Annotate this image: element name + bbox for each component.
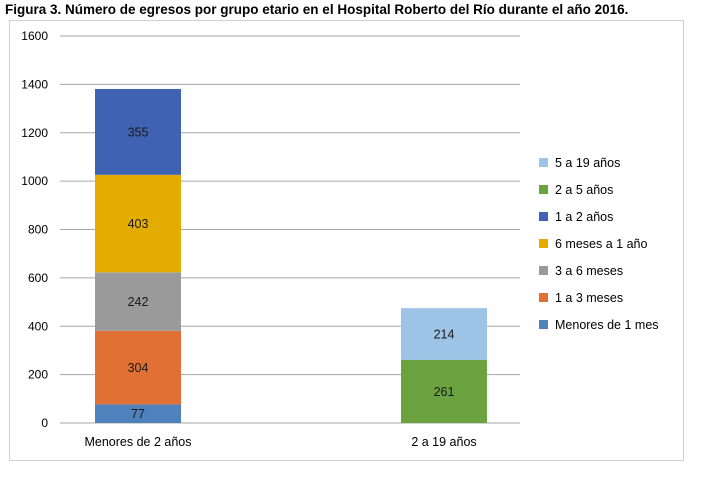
- data-label: 261: [434, 385, 455, 399]
- data-label: 403: [128, 217, 149, 231]
- legend: 5 a 19 años 2 a 5 años 1 a 2 años 6 meses a…: [539, 149, 659, 338]
- legend-item: 1 a 2 años: [539, 203, 659, 230]
- y-tick-label: 200: [28, 368, 48, 382]
- legend-label: 2 a 5 años: [555, 182, 614, 197]
- legend-swatch: [539, 212, 548, 221]
- legend-label: Menores de 1 mes: [555, 317, 659, 332]
- data-label: 77: [131, 407, 145, 421]
- legend-label: 1 a 3 meses: [555, 290, 624, 305]
- data-label: 242: [128, 295, 149, 309]
- y-tick-label: 400: [28, 319, 48, 333]
- bar-segment: [401, 359, 487, 423]
- legend-label: 6 meses a 1 año: [555, 236, 648, 251]
- y-tick-label: 800: [28, 223, 48, 237]
- legend-item: 3 a 6 meses: [539, 257, 659, 284]
- legend-item: 6 meses a 1 año: [539, 230, 659, 257]
- y-tick-label: 1200: [21, 126, 48, 140]
- bar-segment: [95, 88, 181, 175]
- legend-item: 1 a 3 meses: [539, 284, 659, 311]
- y-axis-tick-labels: 0 200 400 600 800 1000 1200 1400 1600: [21, 29, 48, 430]
- legend-label: 5 a 19 años: [555, 155, 621, 170]
- legend-swatch: [539, 185, 548, 194]
- legend-swatch: [539, 158, 548, 167]
- y-tick-label: 0: [41, 416, 48, 430]
- bar-segment: [95, 404, 181, 423]
- x-tick-label: Menores de 2 años: [84, 435, 191, 449]
- legend-label: 1 a 2 años: [555, 209, 614, 224]
- x-axis-tick-labels: Menores de 2 años 2 a 19 años: [84, 435, 476, 449]
- data-label: 304: [128, 361, 149, 375]
- y-tick-label: 600: [28, 271, 48, 285]
- chart-title: Figura 3. Número de egresos por grupo et…: [5, 2, 629, 17]
- legend-label: 3 a 6 meses: [555, 263, 624, 278]
- bar-segment: [401, 308, 487, 360]
- legend-swatch: [539, 266, 548, 275]
- legend-swatch: [539, 293, 548, 302]
- data-labels: 77 304 242 403 355 261 214: [128, 125, 455, 421]
- bar-segments: [95, 88, 487, 423]
- legend-item: 5 a 19 años: [539, 149, 659, 176]
- y-tick-label: 1600: [21, 29, 48, 43]
- data-label: 355: [128, 125, 149, 139]
- y-tick-label: 1000: [21, 174, 48, 188]
- bar-segment: [95, 272, 181, 331]
- legend-swatch: [539, 239, 548, 248]
- legend-item: Menores de 1 mes: [539, 311, 659, 338]
- legend-item: 2 a 5 años: [539, 176, 659, 203]
- x-tick-label: 2 a 19 años: [411, 435, 476, 449]
- bar-segment: [95, 330, 181, 405]
- data-label: 214: [434, 327, 455, 341]
- y-tick-label: 1400: [21, 77, 48, 91]
- bar-segment: [95, 174, 181, 273]
- chart-frame: [9, 20, 684, 461]
- legend-swatch: [539, 320, 548, 329]
